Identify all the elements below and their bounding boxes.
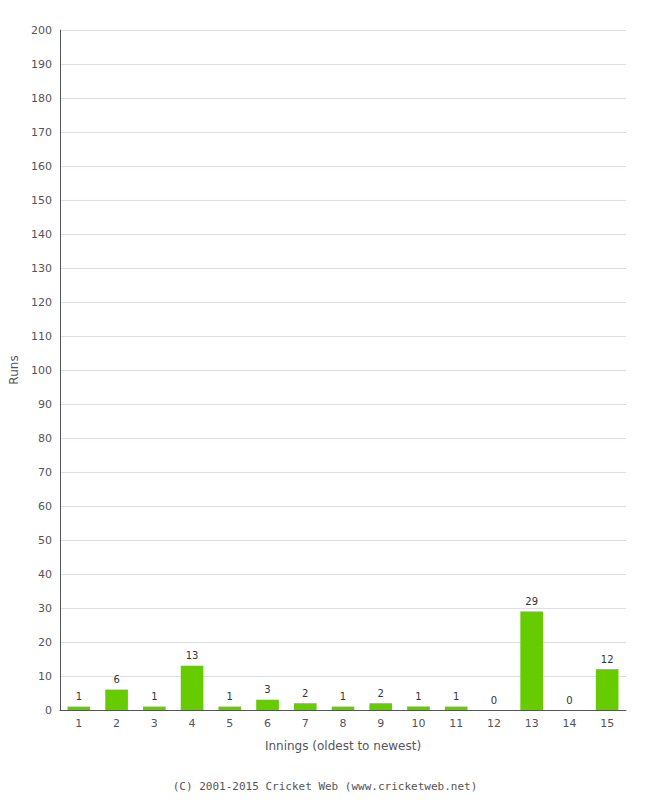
svg-text:14: 14 (562, 717, 576, 730)
svg-text:200: 200 (31, 24, 52, 37)
svg-text:110: 110 (31, 330, 52, 343)
svg-text:12: 12 (601, 654, 614, 665)
svg-text:2: 2 (302, 688, 308, 699)
svg-text:(C) 2001-2015 Cricket Web (www: (C) 2001-2015 Cricket Web (www.cricketwe… (173, 780, 478, 793)
svg-text:1: 1 (151, 691, 157, 702)
svg-text:3: 3 (151, 717, 158, 730)
svg-text:30: 30 (38, 602, 52, 615)
svg-text:11: 11 (449, 717, 463, 730)
svg-text:70: 70 (38, 466, 52, 479)
svg-text:9: 9 (377, 717, 384, 730)
svg-text:90: 90 (38, 398, 52, 411)
svg-text:4: 4 (189, 717, 196, 730)
svg-text:1: 1 (227, 691, 233, 702)
svg-text:0: 0 (491, 695, 497, 706)
svg-text:100: 100 (31, 364, 52, 377)
svg-text:2: 2 (113, 717, 120, 730)
svg-text:2: 2 (378, 688, 384, 699)
svg-text:0: 0 (566, 695, 572, 706)
svg-text:7: 7 (302, 717, 309, 730)
svg-text:50: 50 (38, 534, 52, 547)
svg-text:1: 1 (415, 691, 421, 702)
svg-text:130: 130 (31, 262, 52, 275)
svg-text:10: 10 (38, 670, 52, 683)
svg-text:6: 6 (113, 674, 119, 685)
svg-text:80: 80 (38, 432, 52, 445)
svg-text:40: 40 (38, 568, 52, 581)
svg-text:20: 20 (38, 636, 52, 649)
svg-text:190: 190 (31, 58, 52, 71)
svg-text:1: 1 (76, 691, 82, 702)
svg-text:170: 170 (31, 126, 52, 139)
svg-text:150: 150 (31, 194, 52, 207)
svg-text:3: 3 (264, 684, 270, 695)
svg-text:Runs: Runs (7, 355, 21, 384)
svg-text:0: 0 (45, 704, 52, 717)
svg-text:6: 6 (264, 717, 271, 730)
svg-text:60: 60 (38, 500, 52, 513)
svg-text:29: 29 (525, 596, 538, 607)
svg-text:1: 1 (75, 717, 82, 730)
svg-text:1: 1 (453, 691, 459, 702)
svg-text:140: 140 (31, 228, 52, 241)
svg-text:15: 15 (600, 717, 614, 730)
svg-text:160: 160 (31, 160, 52, 173)
svg-text:Innings (oldest to newest): Innings (oldest to newest) (265, 739, 421, 753)
svg-text:10: 10 (411, 717, 425, 730)
svg-text:180: 180 (31, 92, 52, 105)
svg-text:120: 120 (31, 296, 52, 309)
svg-text:12: 12 (487, 717, 501, 730)
svg-text:5: 5 (226, 717, 233, 730)
svg-text:13: 13 (186, 650, 199, 661)
svg-text:8: 8 (340, 717, 347, 730)
svg-text:1: 1 (340, 691, 346, 702)
svg-text:13: 13 (525, 717, 539, 730)
